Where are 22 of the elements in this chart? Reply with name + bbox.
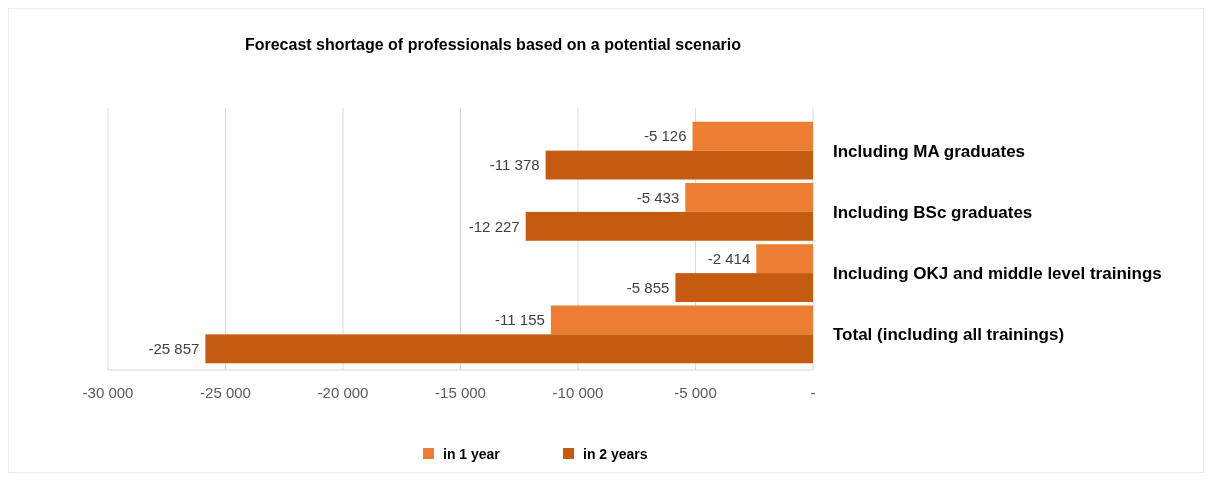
y-tick-label: Including OKJ and middle level trainings — [833, 264, 1162, 284]
legend-label: in 2 years — [583, 445, 648, 462]
chart-title: Forecast shortage of professionals based on a potential scenario — [244, 36, 742, 53]
data-label: -12 227 — [468, 217, 520, 235]
x-tick-label: -20 000 — [317, 384, 369, 401]
legend-label: in 1 year — [443, 445, 501, 462]
data-label: -11 155 — [495, 311, 545, 329]
x-tick-label: -30 000 — [82, 384, 134, 401]
data-label: -5 126 — [643, 127, 687, 145]
x-tick-label: -15 000 — [435, 384, 486, 401]
x-tick-label: - — [810, 384, 816, 401]
data-label: -25 857 — [148, 340, 200, 358]
data-label: -5 433 — [636, 188, 680, 206]
x-tick-label: -10 000 — [552, 384, 604, 401]
y-tick-label: Including BSc graduates — [833, 202, 1033, 222]
x-tick-label: -25 000 — [200, 384, 251, 401]
data-label: -11 378 — [489, 156, 540, 174]
data-label: -2 414 — [707, 249, 751, 267]
y-tick-label: Including MA graduates — [833, 141, 1026, 161]
y-tick-label: Total (including all trainings) — [833, 325, 1065, 345]
data-label: -5 855 — [626, 278, 670, 296]
x-tick-label: -5 000 — [674, 384, 717, 401]
